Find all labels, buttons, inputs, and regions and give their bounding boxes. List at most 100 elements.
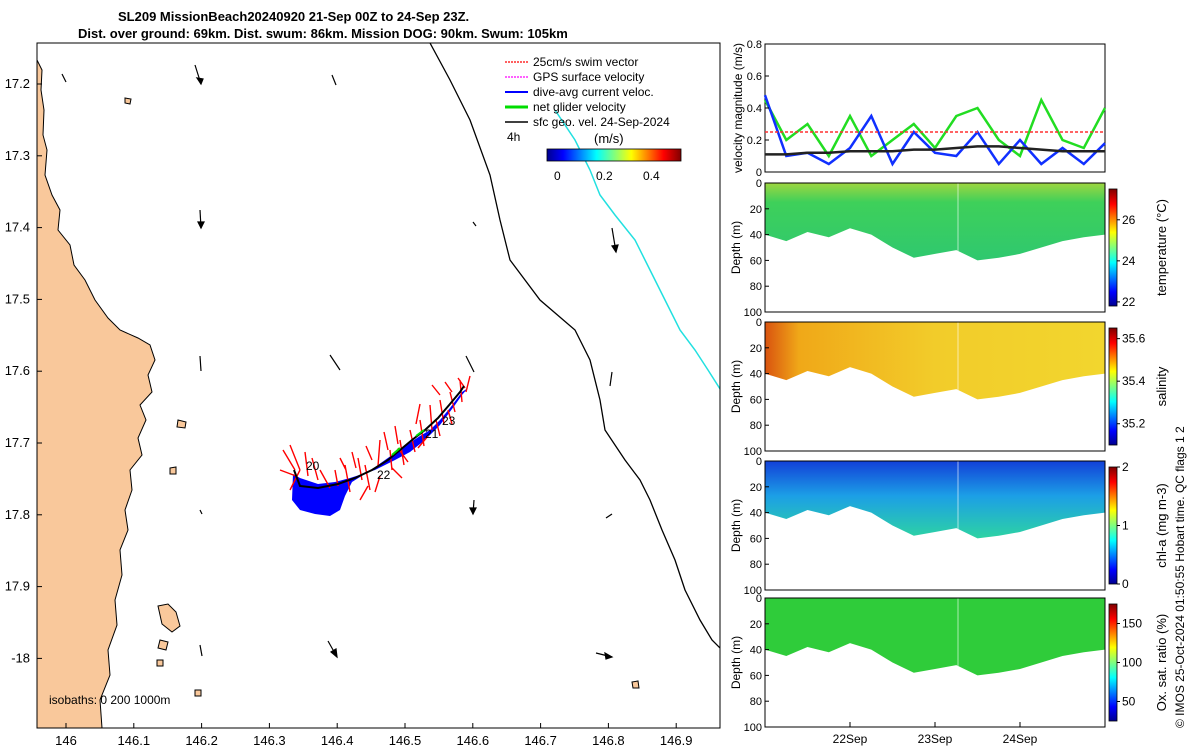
time-scale-label: 4h: [507, 130, 520, 144]
section-y-tick-label: 20: [750, 343, 762, 355]
map-colorbar-tick: 0.4: [643, 169, 660, 183]
section-colorbar-label: Ox. sat. ratio (%): [1154, 614, 1169, 712]
isobath-200m: [429, 43, 720, 649]
map-colorbar-title: (m/s): [594, 131, 624, 146]
colorbar-tick-label: 1: [1122, 519, 1129, 533]
section-data-fill: [765, 598, 1105, 676]
section-y-tick-label: 40: [750, 230, 762, 242]
section-frame: [764, 182, 1106, 313]
map-x-tick-label: 146.3: [253, 733, 286, 748]
island: [176, 419, 187, 429]
title-line-1: SL209 MissionBeach20240920 21-Sep 00Z to…: [118, 9, 469, 24]
section-y-tick-label: 20: [750, 619, 762, 631]
velocity-y-tick-label: 0.4: [747, 103, 762, 115]
time-axis: 22Sep 23Sep 24Sep: [833, 722, 1038, 746]
colorbar-tick-label: 100: [1122, 656, 1142, 670]
island: [194, 689, 202, 697]
section-data-fill: [765, 461, 1105, 539]
time-tick-label: 22Sep: [833, 732, 868, 746]
velocity-series-line: [765, 145, 1105, 156]
velocity-y-tick-label: 0.2: [747, 135, 762, 147]
section-y-tick-label: 80: [750, 696, 762, 708]
legend-label-gps: GPS surface velocity: [533, 70, 644, 84]
track-label-21: 21: [425, 427, 439, 441]
map-y-tick-label: 17.8: [5, 507, 30, 522]
island: [157, 639, 169, 651]
section-y-tick-label: 80: [750, 559, 762, 571]
island: [631, 680, 640, 689]
section-data-fill: [765, 183, 1105, 261]
glider-net-velocity: [391, 429, 425, 456]
map-y-tick-label: 17.9: [5, 579, 30, 594]
track-map: 20 22 21 23 25cm/s swim vector GPS surfa…: [5, 42, 721, 748]
island: [169, 466, 177, 475]
map-x-tick-label: 146.1: [118, 733, 151, 748]
map-x-tick-label: 146.9: [660, 733, 693, 748]
colorbar-tick-label: 0: [1122, 577, 1129, 591]
time-tick-label: 23Sep: [918, 732, 953, 746]
depth-section-2: 0 20 40 60 80 100 Depth (m) 35.2 35.4 35.6 salinit…: [729, 317, 1169, 458]
depth-section-1: 0 20 40 60 80 100 Depth (m) 22 24 26 temperature (…: [729, 178, 1169, 319]
map-y-tick-label: 17.7: [5, 435, 30, 450]
section-colorbar: [1108, 327, 1118, 446]
velocity-ylabel: velocity magnitude (m/s): [731, 43, 745, 173]
map-y-tick-label: 17.2: [5, 76, 30, 91]
map-y-tick-label: 17.3: [5, 148, 30, 163]
section-colorbar: [1108, 603, 1118, 722]
section-colorbar-label: chl-a (mg m-3): [1154, 483, 1169, 568]
velocity-series-line: [763, 96, 1107, 159]
map-colorbar: [546, 148, 682, 162]
colorbar-tick-label: 150: [1122, 617, 1142, 631]
track-label-23: 23: [442, 414, 456, 428]
map-x-tick-label: 146: [55, 733, 77, 748]
title-line-2: Dist. over ground: 69km. Dist. swum: 86k…: [78, 26, 568, 41]
map-y-tick-label: 17.6: [5, 363, 30, 378]
section-ylabel: Depth (m): [729, 636, 743, 689]
colorbar-tick-label: 2: [1122, 460, 1129, 474]
section-y-tick-label: 0: [756, 456, 762, 468]
legend-label-geo: sfc geo. vel. 24-Sep-2024: [533, 115, 670, 129]
map-y-axis: 17.2 17.3 17.4 17.5 17.6 17.7 17.8 17.9 -18: [5, 76, 42, 665]
section-colorbar: [1108, 466, 1118, 585]
legend-label-net: net glider velocity: [533, 100, 626, 114]
colorbar-tick-label: 35.4: [1122, 374, 1146, 388]
track-label-20: 20: [306, 459, 320, 473]
section-y-tick-label: 0: [756, 317, 762, 329]
map-x-tick-label: 146.2: [185, 733, 218, 748]
credit-text: © IMOS 25-Oct-2024 01:50:55 Hobart time.…: [1173, 426, 1187, 728]
map-x-tick-label: 146.5: [389, 733, 422, 748]
section-colorbar-label: temperature (°C): [1154, 199, 1169, 296]
section-frame: [764, 460, 1106, 591]
section-y-tick-label: 20: [750, 482, 762, 494]
map-legend: 25cm/s swim vector GPS surface velocity …: [505, 55, 682, 183]
map-x-tick-label: 146.8: [592, 733, 625, 748]
section-y-tick-label: 60: [750, 533, 762, 545]
map-x-axis: 146 146.1 146.2 146.3 146.4 146.5 146.6 146.7 14…: [55, 723, 692, 748]
colorbar-tick-label: 22: [1122, 295, 1136, 309]
velocity-y-tick-label: 0: [756, 167, 762, 179]
colorbar-tick-label: 35.6: [1122, 332, 1146, 346]
colorbar-tick-label: 26: [1122, 213, 1136, 227]
section-y-tick-label: 0: [756, 178, 762, 190]
section-colorbar-label: salinity: [1154, 366, 1169, 406]
section-y-tick-label: 0: [756, 593, 762, 605]
track-label-22: 22: [377, 468, 391, 482]
velocity-series-line: [763, 94, 1106, 167]
velocity-y-tick-label: 0.8: [747, 39, 762, 51]
section-data-fill: [765, 322, 1105, 400]
section-y-tick-label: 100: [744, 585, 762, 597]
map-x-tick-label: 146.7: [524, 733, 557, 748]
island: [124, 97, 132, 105]
colorbar-tick-label: 24: [1122, 254, 1136, 268]
map-colorbar-tick: 0: [554, 169, 561, 183]
section-y-tick-label: 100: [744, 446, 762, 458]
time-tick-label: 24Sep: [1003, 732, 1038, 746]
map-y-tick-label: 17.5: [5, 291, 30, 306]
map-y-tick-label: -18: [11, 650, 30, 665]
section-frame: [764, 321, 1106, 452]
legend-label-swim: 25cm/s swim vector: [533, 55, 638, 69]
section-y-tick-label: 80: [750, 420, 762, 432]
map-frame: [36, 42, 721, 729]
isobath-legend: isobaths: 0 200 1000m: [49, 693, 170, 707]
section-y-tick-label: 60: [750, 255, 762, 267]
